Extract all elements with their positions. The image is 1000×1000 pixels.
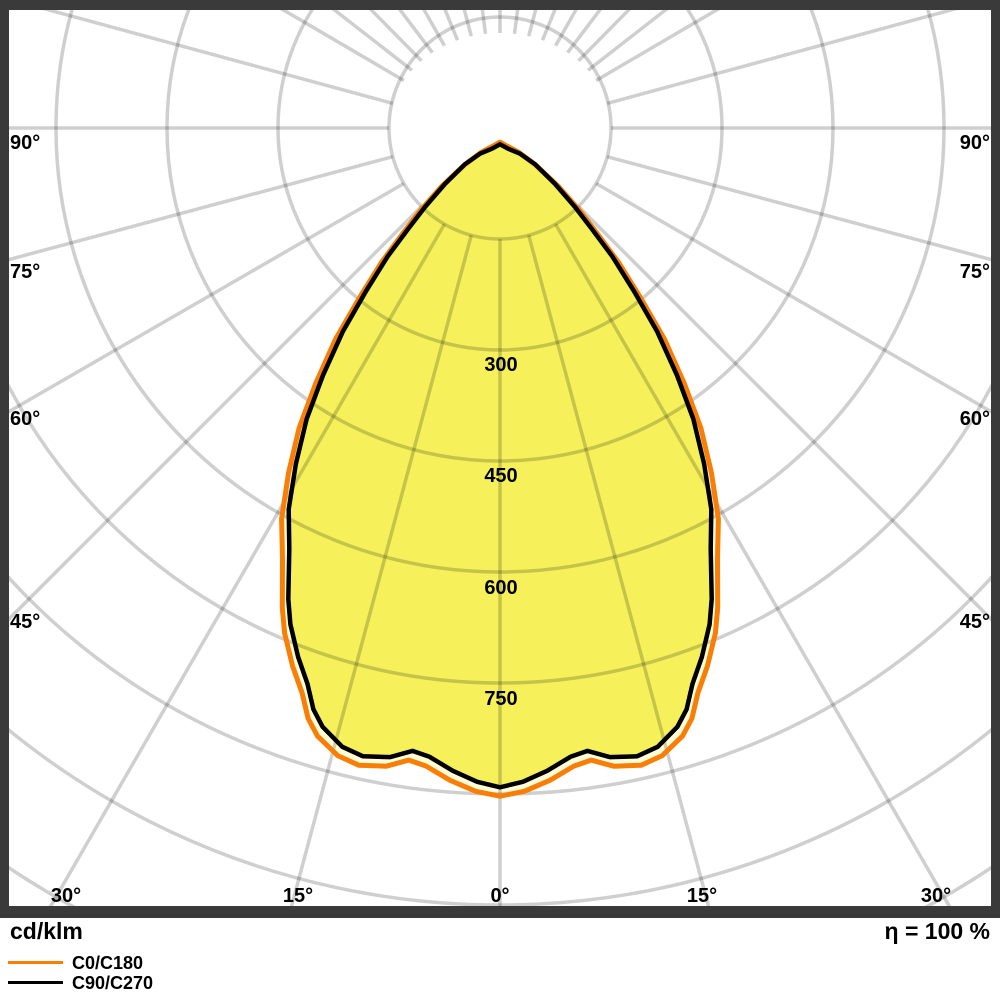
ring-value-label: 750 xyxy=(484,688,517,710)
ring-value-label: 450 xyxy=(484,465,517,487)
legend-label-c90-c270: C90/C270 xyxy=(72,973,154,993)
ring-value-label: 300 xyxy=(484,354,517,376)
grid-ring xyxy=(165,10,835,463)
grid-spoke xyxy=(289,234,473,906)
legend-line-c0-c180 xyxy=(8,961,63,964)
angle-label: 30° xyxy=(51,885,81,907)
angle-label: 30° xyxy=(921,885,951,907)
curve-c90-c270 xyxy=(286,142,714,790)
angle-label: 90° xyxy=(10,132,40,154)
grid-spoke xyxy=(42,10,394,106)
unit-label: cd/klm xyxy=(10,918,83,944)
grid-spoke xyxy=(9,205,423,622)
grid-ring xyxy=(9,727,991,906)
grid-spoke xyxy=(527,234,711,906)
legend-label-c0-c180: C0/C180 xyxy=(72,953,144,973)
grid-ring xyxy=(387,15,613,241)
angle-label: 15° xyxy=(283,885,313,907)
curve-c0-c180 xyxy=(279,139,721,799)
curve-fill-c90-c270 xyxy=(288,144,712,788)
angle-label: 60° xyxy=(960,408,990,430)
grid-spoke xyxy=(577,205,991,622)
frame-bottom xyxy=(0,906,1000,918)
angle-label: 75° xyxy=(960,261,990,283)
angle-label: 90° xyxy=(960,132,990,154)
angle-label: 15° xyxy=(687,885,717,907)
angle-label: 75° xyxy=(10,261,40,283)
grid-spoke xyxy=(9,181,405,414)
grid-spoke xyxy=(553,223,952,906)
ring-value-label: 600 xyxy=(484,577,517,599)
grid-ring xyxy=(54,10,946,574)
grid-ring xyxy=(9,382,991,685)
grid-spoke xyxy=(606,10,958,106)
legend-line-c90-c270 xyxy=(8,981,63,984)
axis-labels: 300 450 600 750 90° 75° 60° 45° 90° 75° 60° 45° 30° 1… xyxy=(10,132,990,907)
efficiency-label: η = 100 % xyxy=(884,918,990,944)
grid-spoke xyxy=(48,223,447,906)
grid-ring xyxy=(276,10,724,352)
angle-label: 0° xyxy=(490,885,509,907)
angle-label: 45° xyxy=(10,611,40,633)
angle-label: 45° xyxy=(960,611,990,633)
frame-left xyxy=(0,0,9,918)
grid-spoke xyxy=(606,155,991,262)
frame-top xyxy=(0,0,1000,10)
frame-right xyxy=(991,0,1000,918)
grid-spoke xyxy=(595,181,991,414)
grid-spoke xyxy=(9,155,394,262)
angle-label: 60° xyxy=(10,408,40,430)
